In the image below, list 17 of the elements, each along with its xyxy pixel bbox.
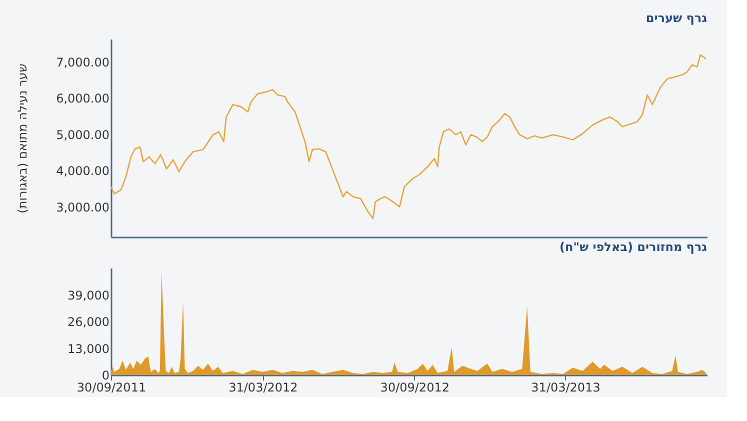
- y-tick-label: 26,000: [68, 315, 110, 329]
- y-tick-label: 4,000.00: [56, 164, 110, 178]
- y-tick-label: 5,000.00: [56, 128, 110, 142]
- x-tick-label: 30/09/2011: [76, 380, 146, 394]
- y-tick-label: 0: [102, 368, 110, 382]
- chart-title: גרף שערים: [646, 11, 708, 25]
- x-tick-label: 31/03/2013: [531, 380, 600, 394]
- line-series: [110, 54, 707, 220]
- x-tick-label: 30/09/2012: [380, 380, 450, 394]
- chart-title: גרף מחזורים (באלפי ש"ח): [560, 240, 708, 254]
- y-tick-label: 13,000: [68, 342, 110, 356]
- y-axis-title: שער נעילה מתואם (באגורות): [16, 64, 30, 214]
- y-tick-label: 7,000.00: [56, 55, 110, 70]
- x-tick-label: 31/03/2012: [228, 380, 298, 394]
- y-tick-label: 3,000.00: [56, 200, 110, 214]
- y-tick-label: 6,000.00: [56, 92, 110, 106]
- y-tick-label: 39,000: [68, 288, 110, 302]
